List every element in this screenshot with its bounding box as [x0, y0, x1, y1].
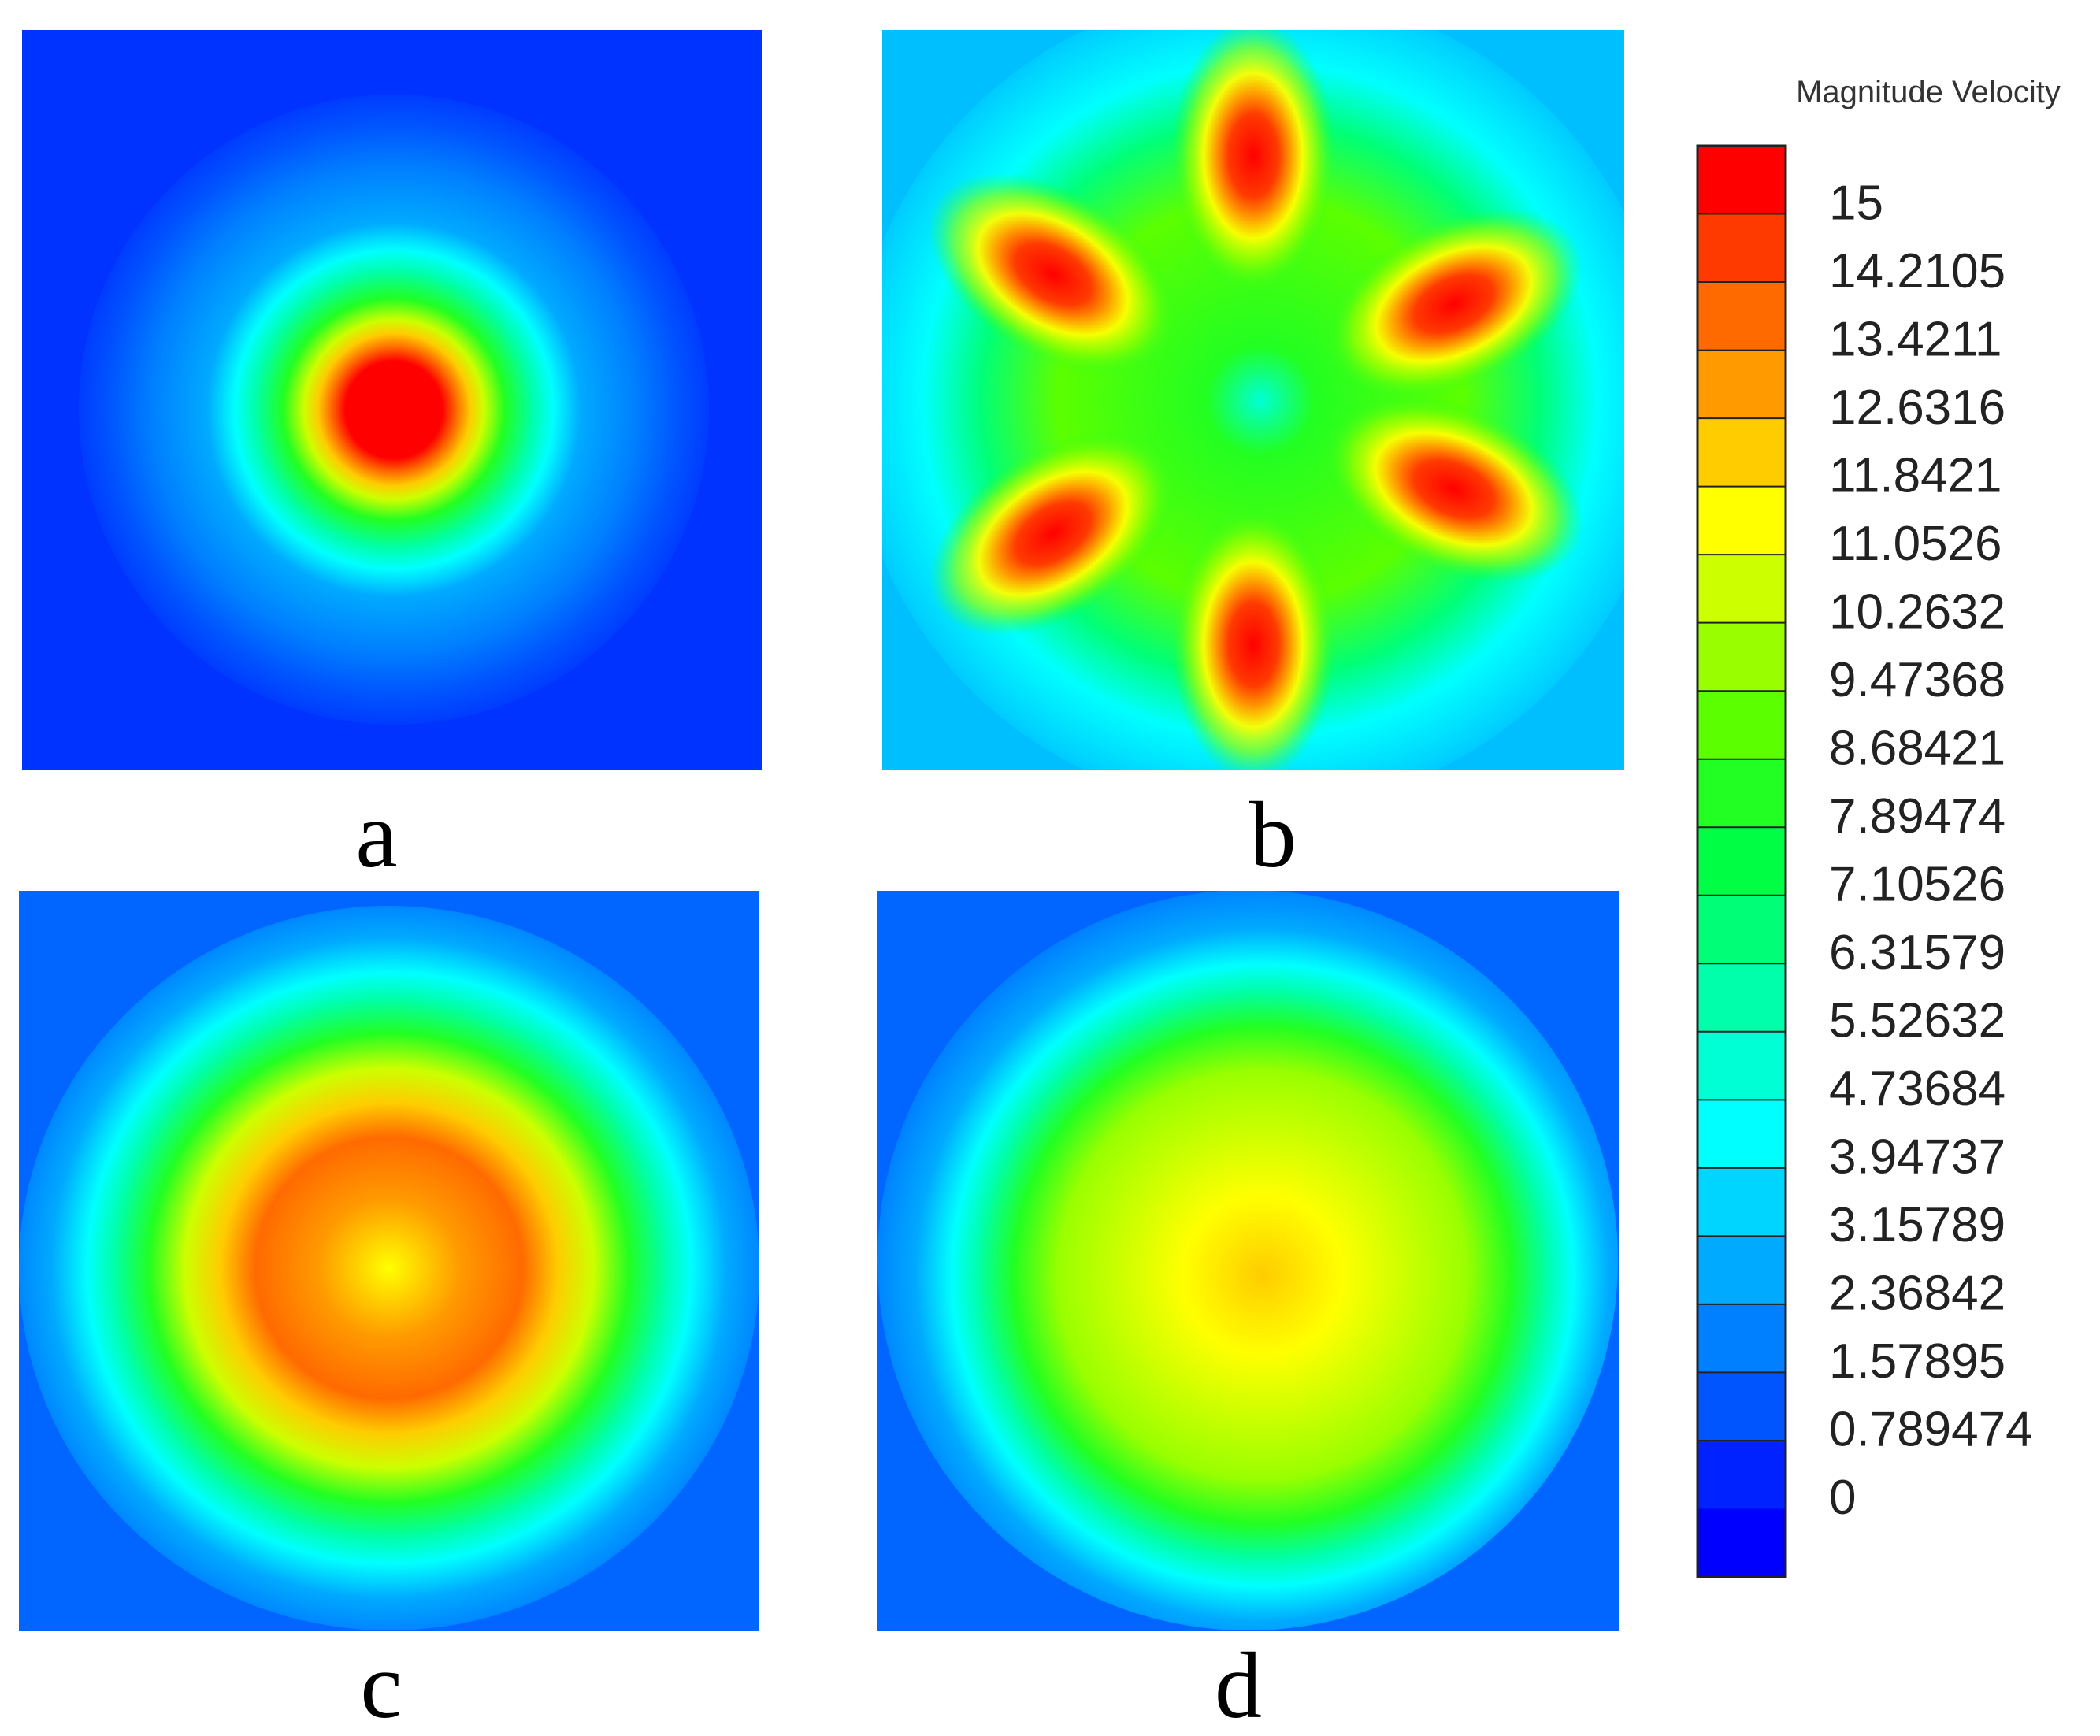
panel-c-field — [19, 906, 759, 1630]
colorbar-tick-label: 7.89474 — [1829, 789, 2005, 844]
panel-label-b: b — [1249, 782, 1297, 887]
colorbar-tick-label: 10.2632 — [1829, 584, 2005, 639]
colorbar-tick-label: 8.68421 — [1829, 721, 2005, 775]
panel-b-lobe-1 — [1171, 30, 1336, 294]
colorbar-band — [1697, 555, 1786, 624]
panel-label-a: a — [355, 782, 397, 887]
panel-b-lobe-4 — [929, 430, 1177, 636]
colorbar-border — [1696, 144, 1787, 1578]
panel-d — [877, 891, 1619, 1631]
colorbar-tick-label: 11.0526 — [1829, 517, 2002, 571]
colorbar-band — [1697, 146, 1786, 215]
colorbar-tick-label: 3.15789 — [1829, 1198, 2005, 1252]
colorbar-tick-label: 6.31579 — [1829, 925, 2005, 980]
panel-a-field — [79, 95, 709, 725]
colorbar-band — [1697, 282, 1786, 351]
panel-b-lobe-2 — [928, 172, 1178, 376]
colorbar-band — [1697, 963, 1786, 1033]
colorbar-tick-label: 0 — [1829, 1471, 1856, 1525]
colorbar-tick-label: 0.789474 — [1829, 1403, 2033, 1457]
colorbar-tick-label: 11.8421 — [1829, 448, 2002, 503]
colorbar-tick-label: 5.52632 — [1829, 994, 2005, 1048]
panel-b-lobe-6 — [1171, 506, 1336, 770]
panel-label-d: d — [1215, 1633, 1262, 1736]
colorbar-tick-label: 14.2105 — [1829, 244, 2005, 299]
colorbar-band — [1697, 1440, 1786, 1509]
colorbar-band — [1697, 1372, 1786, 1441]
panel-a — [22, 30, 762, 770]
colorbar-band — [1697, 827, 1786, 896]
colorbar-tick-label: 9.47368 — [1829, 653, 2005, 707]
colorbar — [1696, 144, 1787, 1578]
colorbar-tick-label: 15 — [1829, 176, 1883, 230]
colorbar-title: Magnitude Velocity — [1796, 75, 2061, 109]
colorbar-tick-label: 7.10526 — [1829, 858, 2005, 912]
panel-b-lobes — [928, 30, 1584, 770]
colorbar-tick-label: 3.94737 — [1829, 1130, 2005, 1185]
colorbar-band — [1697, 1304, 1786, 1373]
colorbar-band — [1697, 622, 1786, 692]
colorbar-band — [1697, 895, 1786, 964]
colorbar-tick-label: 12.6316 — [1829, 380, 2005, 435]
colorbar-band — [1697, 418, 1786, 488]
colorbar-band — [1697, 759, 1786, 828]
colorbar-band — [1697, 691, 1786, 760]
colorbar-tick-label: 1.57895 — [1829, 1334, 2005, 1389]
panel-c — [19, 891, 759, 1631]
panel-b — [882, 30, 1624, 770]
colorbar-tick-label: 13.4211 — [1829, 312, 2002, 366]
colorbar-band — [1697, 1236, 1786, 1305]
colorbar-band — [1697, 1100, 1786, 1169]
panel-label-c: c — [360, 1633, 402, 1736]
panel-b-lobe-3 — [1324, 208, 1583, 400]
colorbar-band — [1697, 350, 1786, 419]
colorbar-band — [1697, 486, 1786, 555]
colorbar-band — [1697, 1031, 1786, 1100]
colorbar-band — [1697, 213, 1786, 283]
panel-b-lobe-5 — [1323, 395, 1584, 584]
colorbar-band — [1697, 1167, 1786, 1237]
colorbar-ticks: 15 14.2105 13.4211 12.6316 11.8421 11.0526 10.… — [1829, 176, 2033, 1525]
colorbar-tick-label: 4.73684 — [1829, 1062, 2005, 1116]
colorbar-tick-label: 2.36842 — [1829, 1267, 2005, 1321]
colorbar-band — [1697, 1508, 1786, 1578]
panel-d-field — [877, 891, 1618, 1630]
